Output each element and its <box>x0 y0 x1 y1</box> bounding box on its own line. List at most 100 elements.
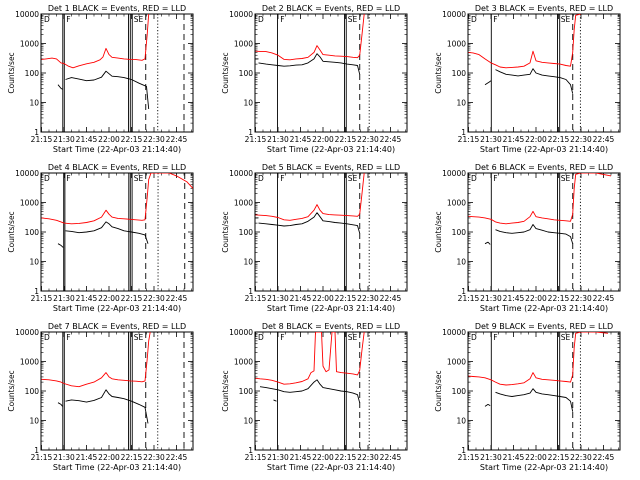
detector-panel-1: Det 1 BLACK = Events, RED = LLD 1 10 100 100… <box>7 4 194 154</box>
flag-label: SE <box>348 333 358 342</box>
x-tick-label: 22:45 <box>166 294 188 303</box>
x-tick-label: 21:15 <box>31 135 53 144</box>
events-series-line <box>259 379 361 403</box>
x-tick-label: 21:45 <box>76 294 98 303</box>
y-tick-label: 10000 <box>15 328 39 337</box>
y-tick-label: 1000 <box>447 199 466 208</box>
y-tick-label: 10 <box>456 99 466 108</box>
y-tick-label: 1000 <box>234 199 253 208</box>
lld-series-line <box>255 332 365 385</box>
flag-label: D <box>258 15 264 24</box>
y-axis-label: Counts/sec <box>7 211 16 252</box>
x-tick-label: 21:30 <box>267 294 289 303</box>
panel-title: Det 2 BLACK = Events, RED = LLD <box>262 4 400 13</box>
lld-series-line <box>41 14 150 69</box>
flag-label: D <box>44 15 50 24</box>
x-tick-label: 22:30 <box>357 135 379 144</box>
flag-label: F <box>280 333 284 342</box>
flag-label: SE <box>561 333 571 342</box>
panel-title: Det 8 BLACK = Events, RED = LLD <box>262 322 400 331</box>
panel-title: Det 1 BLACK = Events, RED = LLD <box>48 4 186 13</box>
x-tick-label: 22:00 <box>98 453 120 462</box>
flag-label: F <box>66 333 70 342</box>
x-tick-label: 21:30 <box>53 453 75 462</box>
x-axis-label: Start Time (22-Apr-03 21:14:40) <box>53 463 181 472</box>
y-axis-label: Counts/sec <box>221 211 230 252</box>
y-tick-label: 1 <box>248 446 253 455</box>
x-tick-label: 21:15 <box>458 135 480 144</box>
plot-frame <box>467 13 621 133</box>
flag-label: SE <box>134 15 144 24</box>
x-tick-label: 22:45 <box>380 135 402 144</box>
flag-label: SE <box>134 174 144 183</box>
y-tick-label: 100 <box>25 387 40 396</box>
y-tick-label: 10000 <box>442 328 466 337</box>
flag-label: F <box>493 333 497 342</box>
x-tick-label: 21:45 <box>290 135 312 144</box>
x-tick-label: 22:00 <box>525 453 547 462</box>
x-tick-label: 22:30 <box>357 294 379 303</box>
panel-title: Det 6 BLACK = Events, RED = LLD <box>475 163 613 172</box>
y-tick-label: 10000 <box>15 169 39 178</box>
flag-label: D <box>258 174 264 183</box>
flag-label: F <box>280 174 284 183</box>
lld-series-line <box>41 332 151 388</box>
x-tick-label: 22:15 <box>335 294 357 303</box>
x-tick-label: 22:30 <box>143 453 165 462</box>
x-tick-label: 21:30 <box>267 453 289 462</box>
y-tick-label: 10 <box>29 99 39 108</box>
x-tick-label: 22:00 <box>312 453 334 462</box>
flag-label: SE <box>348 15 358 24</box>
detector-panel-2: Det 2 BLACK = Events, RED = LLD 1 10 100 100… <box>221 4 408 154</box>
y-tick-label: 1 <box>34 287 39 296</box>
plot-frame <box>40 331 194 451</box>
lld-series-line <box>255 173 365 221</box>
y-tick-label: 1 <box>34 446 39 455</box>
x-tick-label: 21:15 <box>245 135 267 144</box>
y-tick-label: 1000 <box>20 199 39 208</box>
detector-panel-4: Det 4 BLACK = Events, RED = LLD 1 10 100 100… <box>7 163 194 313</box>
x-tick-label: 22:00 <box>98 135 120 144</box>
x-tick-label: 22:45 <box>593 453 615 462</box>
flag-label: SE <box>134 333 144 342</box>
lld-series-line <box>41 173 193 225</box>
x-tick-label: 22:30 <box>570 135 592 144</box>
flag-label: F <box>493 15 497 24</box>
x-axis-label: Start Time (22-Apr-03 21:14:40) <box>480 463 608 472</box>
x-tick-label: 22:15 <box>335 453 357 462</box>
y-tick-label: 100 <box>452 387 467 396</box>
flag-label: D <box>258 333 264 342</box>
x-tick-label: 21:45 <box>290 294 312 303</box>
x-tick-label: 21:45 <box>503 453 525 462</box>
events-series-line <box>273 399 277 402</box>
x-tick-label: 22:00 <box>98 294 120 303</box>
events-series-line <box>65 70 150 110</box>
events-series-line <box>258 212 361 234</box>
flag-label: SE <box>561 15 571 24</box>
x-tick-label: 22:00 <box>312 135 334 144</box>
y-tick-label: 10000 <box>442 169 466 178</box>
x-axis-label: Start Time (22-Apr-03 21:14:40) <box>267 145 395 154</box>
y-tick-label: 10000 <box>229 169 253 178</box>
y-tick-label: 1000 <box>20 358 39 367</box>
flag-label: D <box>44 333 50 342</box>
y-axis-label: Counts/sec <box>434 370 443 411</box>
flag-label: F <box>493 174 497 183</box>
y-tick-label: 100 <box>239 69 254 78</box>
x-axis-label: Start Time (22-Apr-03 21:14:40) <box>267 304 395 313</box>
lld-series-line <box>468 173 612 225</box>
y-tick-label: 1000 <box>234 40 253 49</box>
events-series-line <box>495 224 574 244</box>
y-tick-label: 1000 <box>447 358 466 367</box>
y-axis-label: Counts/sec <box>7 370 16 411</box>
y-tick-label: 10 <box>29 417 39 426</box>
y-axis-label: Counts/sec <box>221 52 230 93</box>
y-axis-label: Counts/sec <box>434 211 443 252</box>
x-tick-label: 22:00 <box>312 294 334 303</box>
panel-title: Det 5 BLACK = Events, RED = LLD <box>262 163 400 172</box>
events-series-line <box>57 243 64 248</box>
detector-panel-8: Det 8 BLACK = Events, RED = LLD 1 10 100 100… <box>221 322 408 472</box>
x-tick-label: 21:45 <box>76 135 98 144</box>
x-axis-label: Start Time (22-Apr-03 21:14:40) <box>480 145 608 154</box>
x-tick-label: 22:00 <box>525 294 547 303</box>
